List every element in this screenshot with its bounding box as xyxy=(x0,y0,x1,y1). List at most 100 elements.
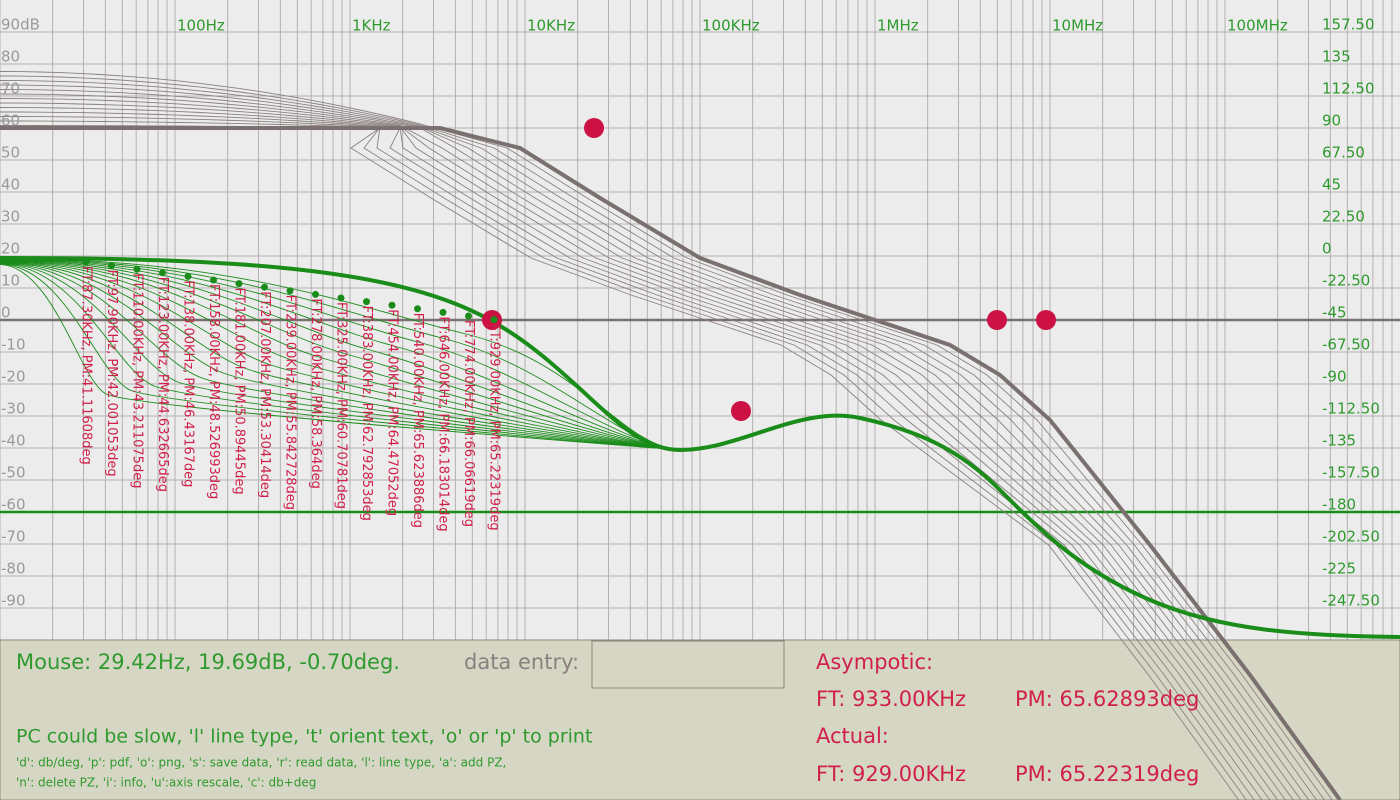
db-label: -10 xyxy=(1,336,26,354)
db-label: 90dB xyxy=(1,16,40,34)
phase-label: 157.50 xyxy=(1322,16,1375,34)
pole-zero-marker xyxy=(584,118,604,138)
crossover-annotation: FT:646.00KHz, PM:66.183014deg xyxy=(436,316,451,531)
phase-label: 0 xyxy=(1322,240,1332,258)
actual-title: Actual: xyxy=(816,724,889,748)
phase-curve-thin xyxy=(0,261,681,451)
data-entry-label: data entry: xyxy=(464,650,579,674)
phase-curve-thin xyxy=(0,263,681,451)
crossover-annotation: FT:774.00KHz, PM:66.06619deg xyxy=(461,320,476,527)
crossover-annotation: FT:929.00KHz, PM:65.22319deg xyxy=(487,324,502,531)
phase-curve-thin xyxy=(0,260,681,451)
crossover-annotation: FT:97.90KHz, PM:42.001053deg xyxy=(104,270,119,477)
db-label: -80 xyxy=(1,560,26,578)
mouse-readout: Mouse: 29.42Hz, 19.69dB, -0.70deg. xyxy=(16,650,400,674)
phase-curve-thin xyxy=(0,260,681,451)
phase-curve-thin xyxy=(0,257,681,451)
gain-curve-thin xyxy=(0,111,1263,800)
phase-label: -90 xyxy=(1322,368,1347,386)
crossover-annotation: FT:278.00KHz, PM:58.364deg xyxy=(308,298,323,488)
phase-label: 90 xyxy=(1322,112,1341,130)
gain-curve-thin xyxy=(0,89,1302,800)
pole-zero-marker xyxy=(987,310,1007,330)
phase-label: 22.50 xyxy=(1322,208,1365,226)
phase-label: 45 xyxy=(1322,176,1341,194)
crossover-annotation: FT:87.30KHz, PM:41.11608deg xyxy=(79,266,94,465)
db-label: 40 xyxy=(1,176,20,194)
crossover-annotation: FT:110.00KHz, PM:43.211075deg xyxy=(130,273,145,488)
phase-label: 135 xyxy=(1322,48,1351,66)
crossover-dot xyxy=(184,272,192,280)
freq-label: 100Hz xyxy=(177,17,225,35)
asymptotic-title: Asympotic: xyxy=(816,650,933,674)
curves xyxy=(0,71,1400,800)
pole-zero-marker xyxy=(731,401,751,421)
gain-curve-thin xyxy=(0,107,1271,800)
phase-curve-thin xyxy=(0,261,681,451)
phase-label: -247.50 xyxy=(1322,592,1380,610)
phase-curve-thin xyxy=(0,259,681,451)
crossover-annotation: FT:325.00KHz, PM:60.70781deg xyxy=(334,302,349,509)
db-label: 20 xyxy=(1,240,20,258)
help-line: 'n': delete PZ, 'i': info, 'u':axis resc… xyxy=(16,776,316,790)
phase-label: -22.50 xyxy=(1322,272,1370,290)
data-entry-input[interactable] xyxy=(591,640,785,689)
phase-label: -157.50 xyxy=(1322,464,1380,482)
crossover-dot xyxy=(363,298,370,306)
help-line: 'd': db/deg, 'p': pdf, 'o': png, 's': sa… xyxy=(16,756,506,770)
crossover-dot xyxy=(235,280,243,288)
freq-label: 10MHz xyxy=(1052,17,1103,35)
crossover-annotation: FT:181.00KHz, PM:50.89445deg xyxy=(232,288,247,495)
phase-curve-thin xyxy=(0,263,681,451)
freq-label: 1MHz xyxy=(877,17,919,35)
phase-curve xyxy=(0,256,1400,639)
labels: 100Hz 1KHz 10KHz 100KHz 1MHz 10MHz 100MHz 90dB 8… xyxy=(1,16,1380,610)
crossover-dot xyxy=(286,287,294,295)
crossover-annotation: FT:540.00KHz, PM:65.623886deg xyxy=(410,313,425,528)
phase-label: 112.50 xyxy=(1322,80,1375,98)
freq-label: 100MHz xyxy=(1227,17,1288,35)
gain-curve-thin xyxy=(0,120,1247,800)
actual-pm: PM: 65.22319deg xyxy=(1015,762,1199,786)
crossover-dot xyxy=(133,265,141,273)
crossover-annotation: FT:454.00KHz, PM:64.47052deg xyxy=(385,309,400,516)
crossover-dot xyxy=(439,308,447,316)
gain-curve-thin xyxy=(0,75,1325,800)
db-label: -40 xyxy=(1,432,26,450)
crossover-dot xyxy=(108,262,115,270)
phase-curve-thin xyxy=(0,259,681,451)
db-label: 0 xyxy=(1,304,11,322)
crossover-dot xyxy=(337,294,345,302)
gain-curve xyxy=(0,126,1342,800)
crossover-dot xyxy=(414,305,421,313)
freq-label: 100KHz xyxy=(702,17,760,35)
db-label: 60 xyxy=(1,112,20,130)
crossover-annotation: FT:138.00KHz, PM:46.43167deg xyxy=(181,280,196,487)
phase-label: -202.50 xyxy=(1322,528,1380,546)
crossover-annotation: FT:123.00KHz, PM:44.632665deg xyxy=(155,277,170,492)
db-label: 80 xyxy=(1,48,20,66)
asymptotic-ft: FT: 933.00KHz xyxy=(816,687,966,711)
crossover-annotation: FT:239.00KHz, PM:55.842728deg xyxy=(283,295,298,510)
db-label: -30 xyxy=(1,400,26,418)
freq-label: 10KHz xyxy=(527,17,575,35)
gain-curve-thin xyxy=(0,93,1294,800)
freq-label: 1KHz xyxy=(352,17,391,35)
db-label: -20 xyxy=(1,368,26,386)
gain-curve-thin xyxy=(0,71,1333,800)
db-label: 70 xyxy=(1,80,20,98)
grid xyxy=(0,0,1400,640)
crossover-dot xyxy=(82,258,90,266)
phase-label: -135 xyxy=(1322,432,1356,450)
crossover-annotation: FT:158.00KHz, PM:48.526993deg xyxy=(206,284,221,499)
asymptotic-pm: PM: 65.62893deg xyxy=(1015,687,1199,711)
crossover-annotation: FT:207.00KHz, PM:53.30414deg xyxy=(257,291,272,498)
phase-curve-thin xyxy=(0,263,681,451)
phase-label: -67.50 xyxy=(1322,336,1370,354)
hint: PC could be slow, 'l' line type, 't' ori… xyxy=(16,726,592,748)
gain-curve-thin xyxy=(0,98,1286,800)
phase-label: -45 xyxy=(1322,304,1347,322)
crossover-dot xyxy=(465,312,472,320)
